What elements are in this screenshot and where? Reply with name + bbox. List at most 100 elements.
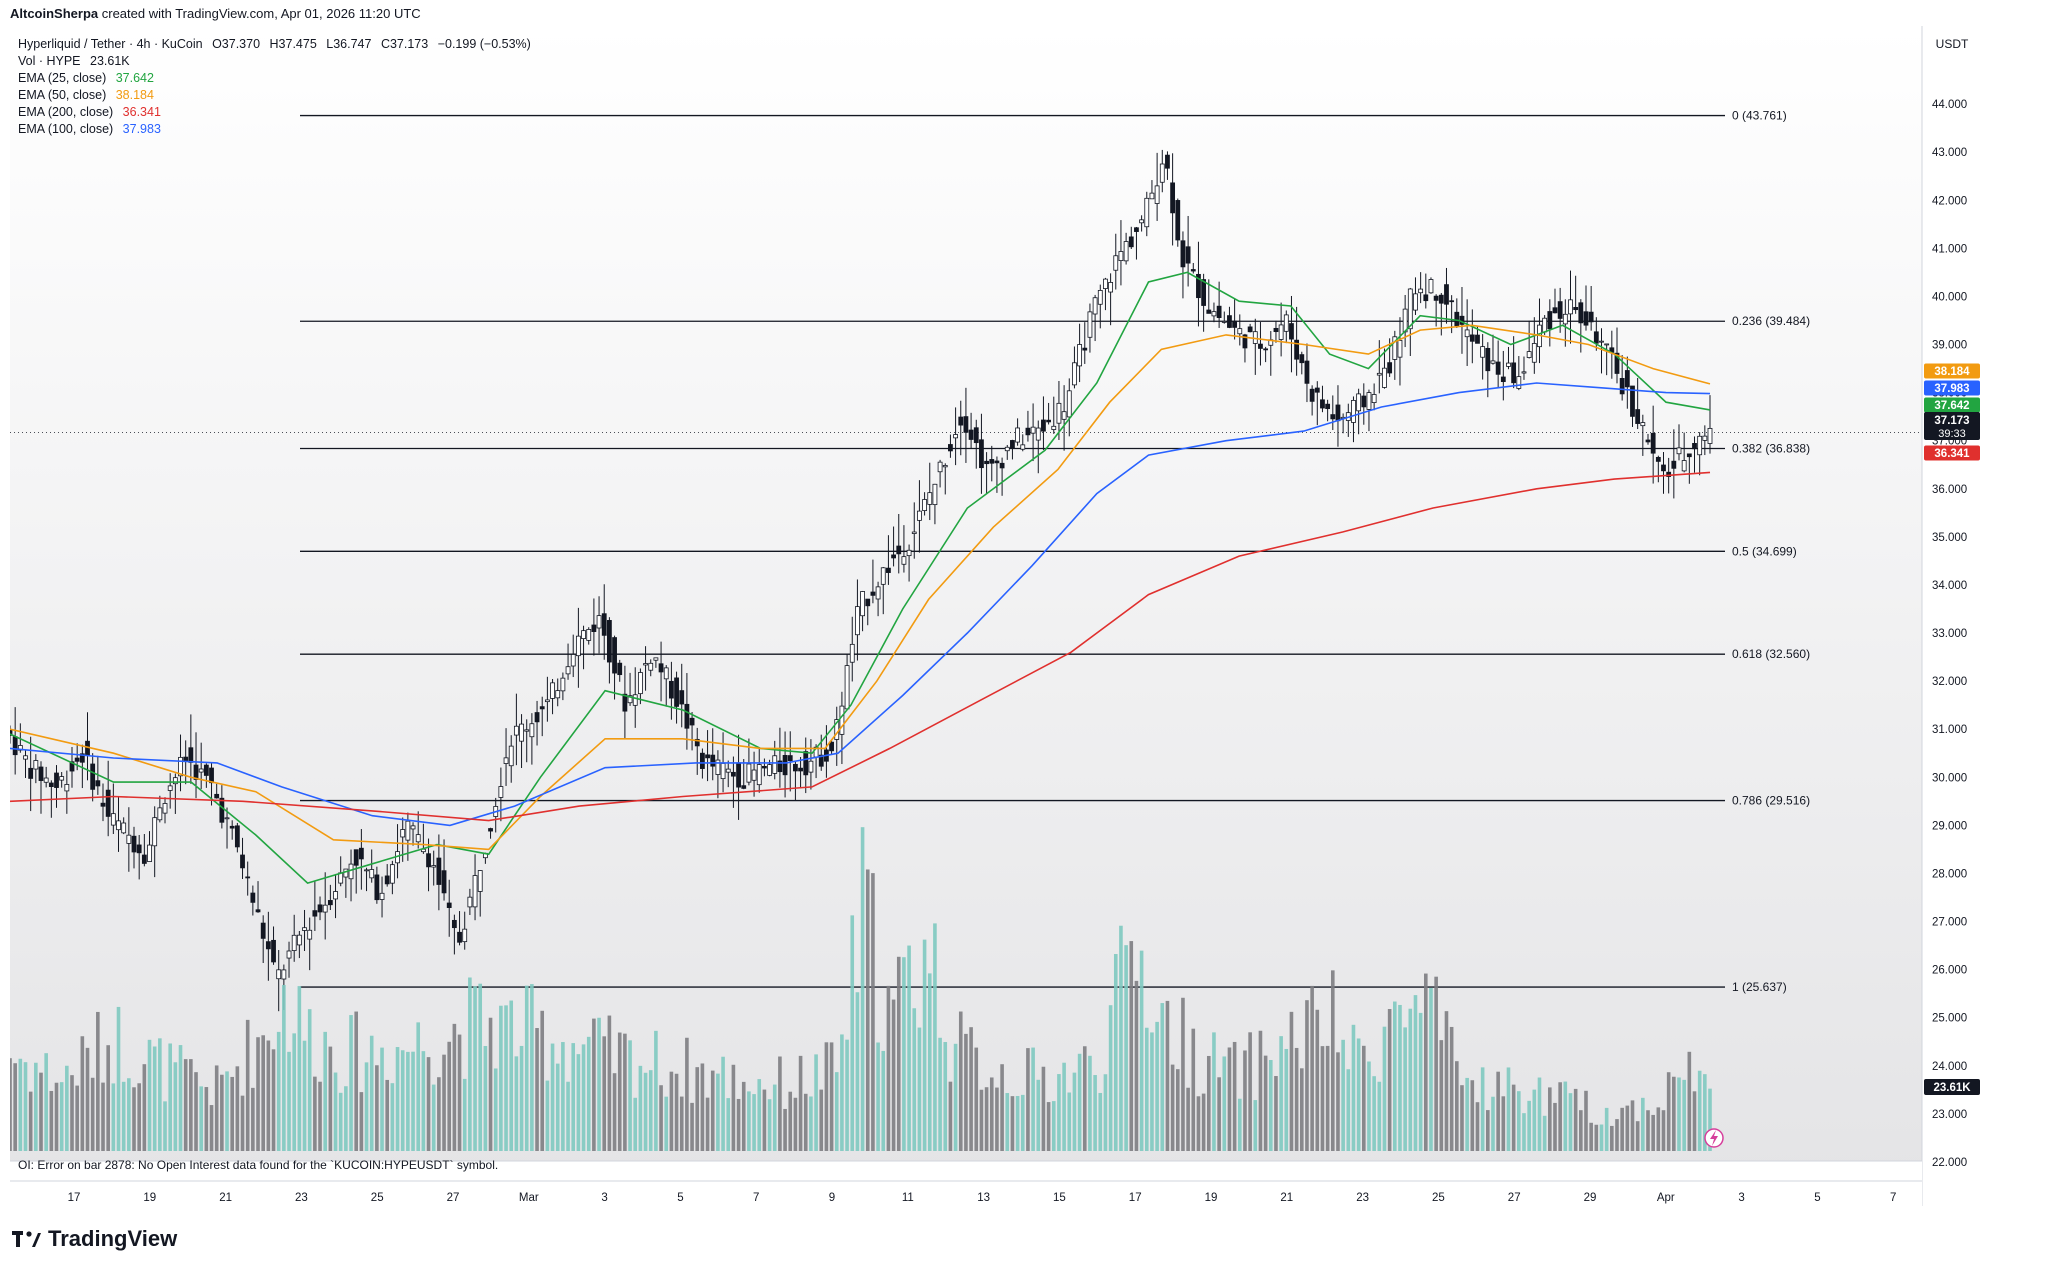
candle-down[interactable]: [141, 854, 147, 864]
candle-down[interactable]: [1273, 327, 1279, 333]
legend-volume-row[interactable]: Vol · HYPE 23.61K: [18, 53, 531, 70]
candle-down[interactable]: [1134, 227, 1139, 232]
candle-up[interactable]: [162, 803, 168, 814]
candle-up[interactable]: [1118, 251, 1124, 261]
candle-down[interactable]: [963, 416, 969, 433]
candle-down[interactable]: [1661, 464, 1666, 472]
candle-up[interactable]: [875, 586, 881, 600]
candle-up[interactable]: [1020, 444, 1026, 450]
candle-up[interactable]: [322, 904, 328, 913]
candle-down[interactable]: [999, 462, 1005, 469]
candle-up[interactable]: [1087, 311, 1093, 338]
candle-down[interactable]: [69, 761, 75, 772]
candle-up[interactable]: [524, 729, 530, 732]
candle-up[interactable]: [64, 784, 70, 792]
candle-down[interactable]: [984, 460, 989, 465]
candle-up[interactable]: [1480, 346, 1486, 358]
candle-down[interactable]: [1547, 311, 1553, 330]
candle-up[interactable]: [110, 813, 116, 826]
candle-down[interactable]: [54, 772, 59, 788]
candle-up[interactable]: [1211, 311, 1217, 317]
candle-up[interactable]: [1139, 219, 1145, 224]
candle-down[interactable]: [973, 427, 979, 444]
candle-down[interactable]: [606, 620, 612, 663]
candle-up[interactable]: [922, 499, 927, 511]
time-axis[interactable]: [10, 1161, 1922, 1206]
candle-down[interactable]: [612, 637, 617, 674]
candle-up[interactable]: [632, 694, 638, 706]
candle-down[interactable]: [622, 693, 628, 712]
candle-down[interactable]: [1185, 246, 1191, 264]
candle-down[interactable]: [818, 754, 824, 767]
candle-up[interactable]: [467, 896, 473, 908]
candle-down[interactable]: [1495, 361, 1501, 375]
candle-down[interactable]: [736, 762, 741, 788]
legend-ema-row[interactable]: EMA (50, close) 38.184: [18, 87, 531, 104]
candle-up[interactable]: [932, 483, 938, 506]
candle-up[interactable]: [1397, 340, 1403, 358]
candle-down[interactable]: [312, 910, 318, 917]
candle-down[interactable]: [1624, 370, 1630, 388]
tradingview-brand[interactable]: TradingView: [12, 1226, 177, 1252]
candle-up[interactable]: [1531, 343, 1537, 363]
candle-up[interactable]: [1237, 328, 1243, 335]
candle-down[interactable]: [1650, 432, 1656, 454]
candle-up[interactable]: [1278, 324, 1284, 340]
candle-down[interactable]: [209, 767, 214, 784]
candle-up[interactable]: [1702, 435, 1708, 441]
candle-down[interactable]: [1500, 376, 1506, 383]
candle-down[interactable]: [679, 690, 685, 705]
candle-down[interactable]: [1335, 404, 1341, 422]
candle-down[interactable]: [488, 828, 493, 832]
candle-up[interactable]: [400, 829, 406, 838]
candle-down[interactable]: [793, 763, 798, 772]
candle-down[interactable]: [689, 717, 695, 726]
candle-up[interactable]: [472, 875, 478, 908]
candle-up[interactable]: [911, 531, 917, 534]
price-tag[interactable]: [1924, 363, 1980, 379]
candle-up[interactable]: [307, 929, 313, 940]
price-chart[interactable]: USDT 44.000 43.000 42.000 41.000 40.000 39.000…: [7, 26, 1988, 1206]
candle-down[interactable]: [896, 545, 902, 555]
candle-down[interactable]: [1686, 453, 1692, 458]
candle-down[interactable]: [994, 460, 1000, 464]
candle-up[interactable]: [1056, 402, 1062, 424]
candle-up[interactable]: [116, 820, 121, 831]
candle-up[interactable]: [725, 768, 731, 773]
candle-down[interactable]: [1025, 427, 1031, 436]
candle-up[interactable]: [581, 630, 586, 640]
candle-down[interactable]: [203, 764, 209, 776]
candle-up[interactable]: [147, 844, 152, 862]
candle-up[interactable]: [772, 755, 778, 774]
price-axis[interactable]: [1922, 26, 1988, 1206]
candle-up[interactable]: [1413, 293, 1418, 311]
candle-up[interactable]: [286, 950, 292, 959]
candle-down[interactable]: [617, 662, 623, 676]
candle-up[interactable]: [410, 825, 416, 830]
candle-down[interactable]: [658, 663, 664, 673]
candle-down[interactable]: [1469, 334, 1475, 342]
candle-up[interactable]: [379, 892, 385, 900]
candle-down[interactable]: [240, 854, 245, 869]
candle-down[interactable]: [762, 765, 767, 769]
candle-up[interactable]: [880, 567, 886, 585]
candle-up[interactable]: [1516, 376, 1522, 389]
candle-up[interactable]: [756, 764, 762, 786]
candle-up[interactable]: [513, 725, 519, 736]
candle-up[interactable]: [1113, 255, 1119, 271]
candle-up[interactable]: [1707, 427, 1713, 444]
candle-up[interactable]: [224, 817, 230, 820]
candle-down[interactable]: [255, 909, 261, 913]
candle-down[interactable]: [803, 751, 809, 776]
candle-down[interactable]: [79, 753, 85, 763]
candle-down[interactable]: [787, 755, 793, 762]
candle-down[interactable]: [1454, 311, 1460, 326]
candle-up[interactable]: [33, 760, 39, 770]
candle-up[interactable]: [1542, 317, 1548, 333]
candle-down[interactable]: [829, 741, 834, 752]
candle-up[interactable]: [767, 764, 772, 776]
candle-down[interactable]: [1423, 294, 1429, 302]
candle-up[interactable]: [477, 870, 483, 892]
candle-down[interactable]: [1196, 273, 1201, 299]
candle-up[interactable]: [715, 759, 721, 775]
